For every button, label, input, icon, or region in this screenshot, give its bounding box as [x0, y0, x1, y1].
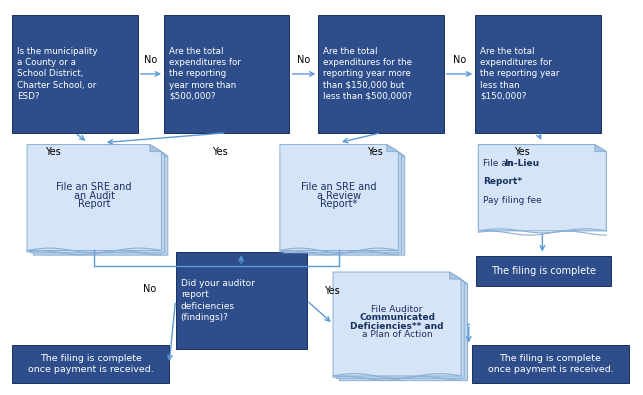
Polygon shape: [449, 272, 461, 279]
Text: Yes: Yes: [212, 147, 228, 157]
Text: Is the municipality
a County or a
School District,
Charter School, or
ESD?: Is the municipality a County or a School…: [17, 47, 98, 101]
Text: File an: File an: [484, 159, 516, 168]
Polygon shape: [595, 145, 606, 152]
Text: The filing is complete: The filing is complete: [491, 266, 596, 276]
Polygon shape: [456, 277, 467, 284]
Text: No: No: [144, 55, 158, 65]
Text: Communicated: Communicated: [359, 313, 435, 322]
Text: Are the total
expenditures for the
reporting year more
than $150,000 but
less th: Are the total expenditures for the repor…: [323, 47, 412, 101]
Text: Did your auditor
report
deficiencies
(findings)?: Did your auditor report deficiencies (fi…: [181, 279, 255, 322]
FancyBboxPatch shape: [12, 345, 169, 383]
Text: a Plan of Action: a Plan of Action: [362, 331, 432, 339]
Text: The filing is complete
once payment is received.: The filing is complete once payment is r…: [487, 354, 613, 374]
Text: File an SRE and: File an SRE and: [57, 182, 132, 192]
Text: The filing is complete
once payment is received.: The filing is complete once payment is r…: [28, 354, 154, 374]
Polygon shape: [280, 145, 398, 250]
Polygon shape: [478, 145, 606, 231]
Text: Yes: Yes: [514, 147, 530, 157]
Polygon shape: [153, 147, 165, 154]
Polygon shape: [286, 149, 404, 255]
Polygon shape: [283, 147, 401, 253]
Text: Deficiencies** and: Deficiencies** and: [350, 322, 444, 331]
Polygon shape: [27, 145, 161, 250]
Text: No: No: [453, 55, 466, 65]
Text: Report*: Report*: [484, 177, 523, 186]
Text: No: No: [143, 284, 156, 294]
Text: an Audit: an Audit: [74, 190, 114, 201]
Text: File Auditor: File Auditor: [372, 305, 422, 314]
Text: Pay filing fee: Pay filing fee: [484, 196, 542, 205]
Text: File an SRE and: File an SRE and: [302, 182, 377, 192]
Polygon shape: [333, 272, 461, 376]
Text: In-Lieu: In-Lieu: [504, 159, 539, 168]
Text: Are the total
expenditures for
the reporting
year more than
$500,000?: Are the total expenditures for the repor…: [169, 47, 241, 101]
Text: No: No: [297, 55, 311, 65]
Polygon shape: [390, 147, 401, 154]
Text: Report: Report: [78, 199, 111, 209]
Polygon shape: [30, 147, 165, 253]
FancyBboxPatch shape: [164, 15, 289, 133]
Text: Report*: Report*: [320, 199, 358, 209]
Text: Yes: Yes: [367, 147, 383, 157]
FancyBboxPatch shape: [318, 15, 444, 133]
Polygon shape: [340, 277, 467, 381]
Polygon shape: [33, 149, 168, 255]
Text: Yes: Yes: [45, 147, 60, 157]
FancyBboxPatch shape: [475, 15, 601, 133]
FancyBboxPatch shape: [176, 252, 307, 348]
FancyBboxPatch shape: [12, 15, 138, 133]
Polygon shape: [453, 275, 464, 281]
Text: Are the total
expenditures for
the reporting year
less than
$150,000?: Are the total expenditures for the repor…: [480, 47, 560, 101]
Polygon shape: [394, 149, 404, 156]
Text: Yes: Yes: [325, 286, 340, 295]
Polygon shape: [336, 275, 464, 378]
FancyBboxPatch shape: [472, 345, 629, 383]
FancyBboxPatch shape: [476, 256, 611, 286]
Polygon shape: [156, 149, 168, 156]
Polygon shape: [150, 145, 161, 152]
Polygon shape: [387, 145, 398, 152]
Text: a Review: a Review: [317, 190, 361, 201]
